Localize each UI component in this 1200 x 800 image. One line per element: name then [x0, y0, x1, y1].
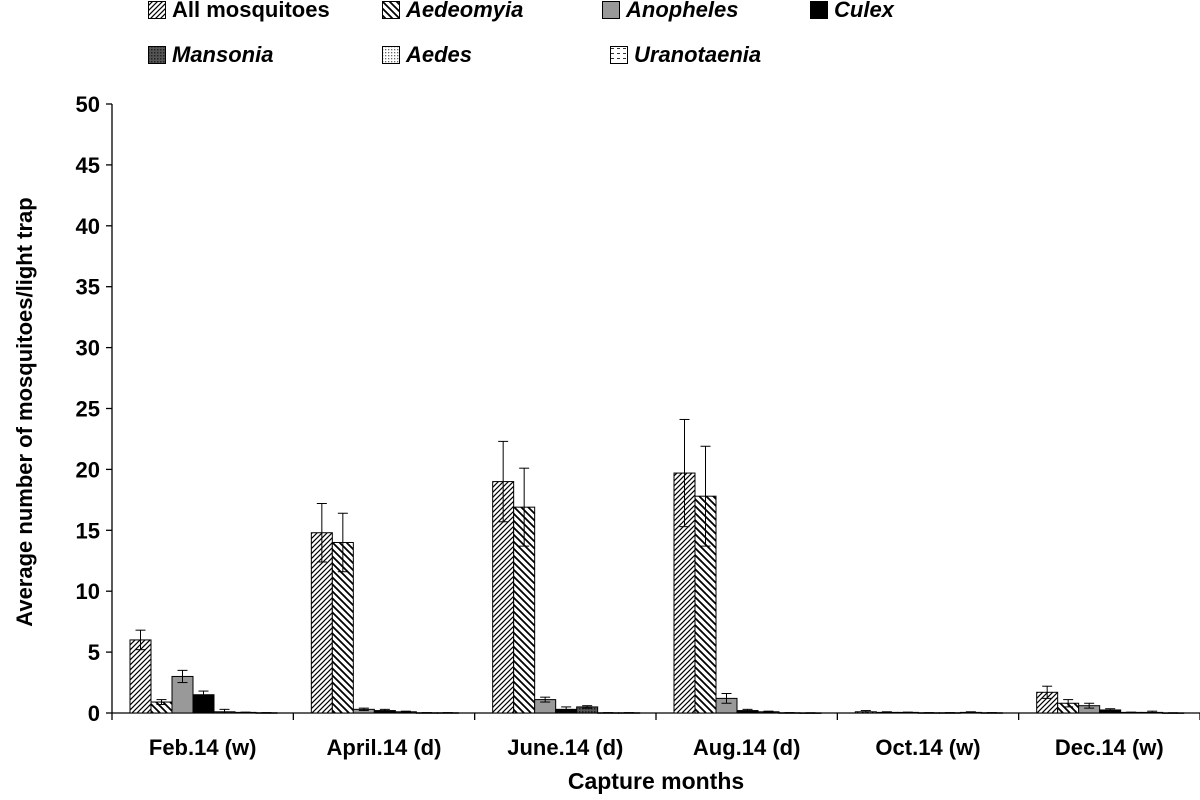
y-axis-title-text: Average number of mosquitoes/light trap: [12, 197, 37, 627]
x-tick-label: June.14 (d): [507, 735, 623, 760]
y-tick-label: 35: [76, 275, 100, 300]
y-tick-label: 30: [76, 336, 100, 361]
legend-label-uranotaenia: Uranotaenia: [634, 42, 762, 67]
legend-label-aedes: Aedes: [406, 42, 473, 67]
y-axis-title: Average number of mosquitoes/light trap: [10, 112, 40, 712]
legend-item-aedes: Aedes: [382, 42, 472, 68]
y-tick-label: 20: [76, 457, 100, 482]
legend-label-anopheles: Anopheles: [626, 0, 739, 22]
x-tick-label: Dec.14 (w): [1055, 735, 1164, 760]
legend-label-aedeomyia: Aedeomyia: [406, 0, 524, 22]
legend-swatch-uranotaenia: [610, 46, 628, 64]
legend-label-all-mosquitoes: All mosquitoes: [172, 0, 330, 22]
ticks-group: 0 5 10 15 20 25 30 35 40 45 50 Feb.14 (w) April.14 (…: [76, 92, 1200, 760]
bar-all-mosquitoes: [129, 639, 152, 714]
x-axis-title: Capture months: [567, 768, 745, 794]
legend-item-mansonia: Mansonia: [148, 42, 273, 68]
bars-group: [129, 472, 1185, 714]
y-tick-label: 15: [76, 518, 100, 543]
x-tick-label: Oct.14 (w): [875, 735, 980, 760]
y-tick-label: 10: [76, 579, 100, 604]
y-tick-label: 45: [76, 153, 100, 178]
y-tick-label: 50: [76, 92, 100, 117]
y-tick-label: 40: [76, 214, 100, 239]
legend-item-culex: Culex: [810, 0, 894, 23]
x-tick-label: April.14 (d): [327, 735, 442, 760]
legend-swatch-aedes: [382, 46, 400, 64]
legend-swatch-mansonia: [148, 46, 166, 64]
x-tick-label: Feb.14 (w): [149, 735, 257, 760]
x-tick-label: Aug.14 (d): [693, 735, 801, 760]
legend-label-culex: Culex: [834, 0, 894, 22]
y-tick-label: 25: [76, 397, 100, 422]
legend-swatch-aedeomyia: [382, 1, 400, 19]
axes: [111, 104, 1200, 714]
y-tick-label: 0: [88, 701, 100, 726]
legend-item-all-mosquitoes: All mosquitoes: [148, 0, 330, 23]
legend-label-mansonia: Mansonia: [172, 42, 274, 67]
legend-swatch-anopheles: [602, 1, 620, 19]
error-bars-group: [135, 418, 1179, 714]
legend-item-uranotaenia: Uranotaenia: [610, 42, 761, 68]
legend-item-aedeomyia: Aedeomyia: [382, 0, 523, 23]
legend-swatch-culex: [810, 1, 828, 19]
legend-swatch-all-mosquitoes: [148, 1, 166, 19]
legend: All mosquitoes Aedeomyia Anopheles Culex…: [148, 0, 894, 75]
legend-item-anopheles: Anopheles: [602, 0, 738, 23]
y-tick-label: 5: [88, 640, 100, 665]
